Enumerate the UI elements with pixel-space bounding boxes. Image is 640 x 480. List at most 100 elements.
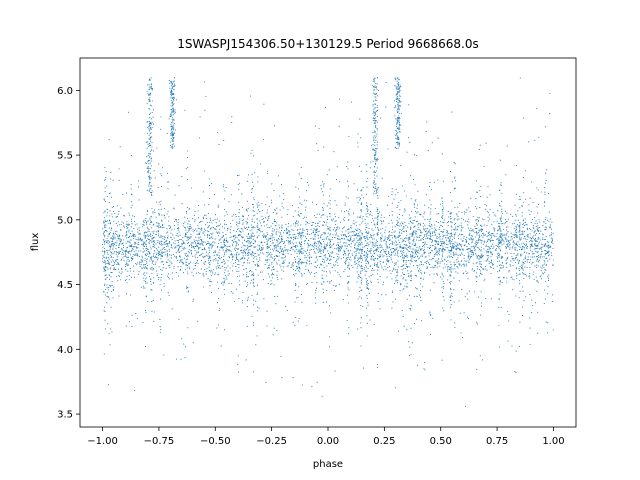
data-point xyxy=(539,256,541,258)
data-point xyxy=(398,213,400,215)
data-point xyxy=(413,248,415,250)
data-point xyxy=(326,174,328,176)
data-point xyxy=(505,259,507,261)
data-point xyxy=(118,242,120,245)
data-point xyxy=(542,238,544,241)
data-point xyxy=(213,194,215,196)
data-point xyxy=(357,248,359,250)
data-point xyxy=(142,248,144,250)
data-point xyxy=(187,327,189,329)
data-point xyxy=(549,235,551,237)
data-point xyxy=(344,242,346,244)
data-point xyxy=(223,277,225,279)
data-point xyxy=(523,192,525,194)
data-point xyxy=(485,297,487,299)
data-point xyxy=(376,234,378,236)
data-point xyxy=(235,256,237,258)
data-point xyxy=(262,244,264,246)
data-point xyxy=(183,241,185,243)
data-point xyxy=(336,259,338,262)
data-point xyxy=(521,212,523,214)
data-point xyxy=(462,249,465,251)
data-point xyxy=(424,229,426,231)
data-point xyxy=(464,264,466,266)
data-point xyxy=(499,230,501,232)
data-point xyxy=(506,212,508,214)
data-point xyxy=(317,243,319,245)
data-point xyxy=(111,281,113,283)
data-point xyxy=(269,227,271,229)
data-point xyxy=(346,239,348,241)
data-point xyxy=(377,266,379,269)
data-point xyxy=(532,241,534,243)
data-point xyxy=(166,228,168,230)
data-point xyxy=(298,232,300,234)
data-point xyxy=(453,254,455,256)
data-point xyxy=(205,214,207,216)
data-point xyxy=(265,235,268,237)
data-point xyxy=(381,221,383,223)
data-point xyxy=(433,282,435,284)
data-point xyxy=(298,242,300,244)
data-point xyxy=(494,228,496,230)
data-point xyxy=(254,240,256,242)
data-point xyxy=(480,264,483,266)
data-point xyxy=(499,234,501,236)
data-point xyxy=(386,238,389,240)
data-point xyxy=(129,268,131,270)
data-point xyxy=(237,263,239,265)
data-point xyxy=(345,254,347,256)
data-point xyxy=(107,253,109,256)
data-point xyxy=(408,238,411,240)
data-point xyxy=(424,256,426,258)
data-point xyxy=(356,235,358,237)
data-point xyxy=(307,246,309,248)
data-point xyxy=(129,245,131,247)
data-point xyxy=(452,246,454,248)
data-point xyxy=(480,250,482,252)
data-point xyxy=(383,240,385,242)
data-point xyxy=(419,223,421,225)
data-point xyxy=(405,265,407,267)
data-point xyxy=(287,226,289,228)
data-point xyxy=(470,227,472,229)
data-point xyxy=(533,227,535,229)
data-point xyxy=(399,223,401,225)
data-point xyxy=(185,264,187,266)
data-point xyxy=(310,244,312,246)
data-point xyxy=(194,219,196,221)
data-point xyxy=(203,256,205,259)
data-point xyxy=(190,244,192,247)
data-point xyxy=(131,235,133,238)
data-point xyxy=(401,269,403,271)
data-point xyxy=(202,274,204,276)
data-point xyxy=(493,227,495,229)
data-point xyxy=(466,236,468,239)
data-point xyxy=(160,236,162,238)
data-point xyxy=(256,258,258,260)
data-point xyxy=(188,249,190,251)
data-point xyxy=(344,269,346,271)
data-point xyxy=(121,253,123,255)
data-point xyxy=(225,276,227,278)
data-point xyxy=(413,295,415,297)
data-point xyxy=(154,236,156,238)
data-point xyxy=(324,260,326,262)
data-point xyxy=(114,251,116,253)
data-point xyxy=(223,254,225,256)
data-point xyxy=(487,232,489,234)
data-point xyxy=(322,251,325,253)
data-point xyxy=(412,231,414,233)
data-point xyxy=(111,264,113,267)
data-point xyxy=(487,257,489,259)
data-point xyxy=(182,261,184,263)
data-point xyxy=(144,275,146,277)
data-point xyxy=(458,211,460,213)
data-point xyxy=(489,208,491,210)
data-point xyxy=(395,188,397,190)
data-point xyxy=(479,275,481,277)
data-point xyxy=(178,231,180,233)
data-point xyxy=(234,235,236,237)
data-point xyxy=(125,235,127,237)
data-point xyxy=(503,241,505,243)
